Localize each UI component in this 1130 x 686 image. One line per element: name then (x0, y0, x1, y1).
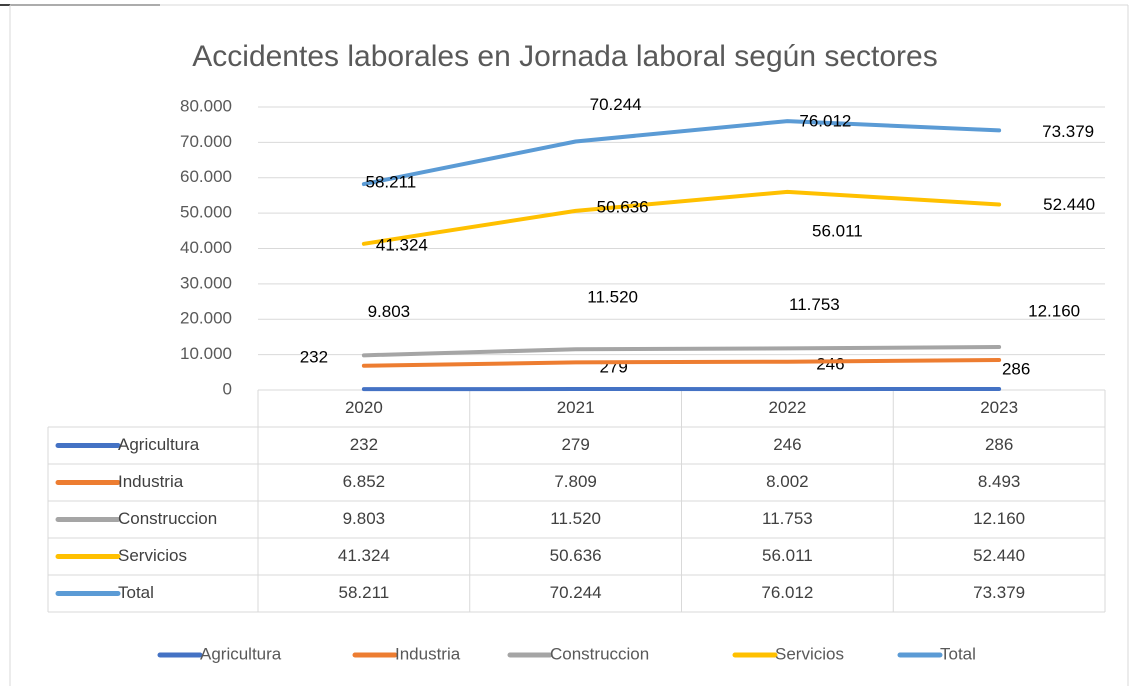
x-tick-label: 2023 (980, 398, 1018, 417)
table-row-label: Construccion (118, 509, 217, 528)
table-cell: 279 (561, 435, 589, 454)
y-tick-label: 70.000 (180, 132, 232, 151)
data-label: 41.324 (376, 235, 428, 254)
table-cell: 232 (350, 435, 378, 454)
table-cell: 73.379 (973, 583, 1025, 602)
table-cell: 286 (985, 435, 1013, 454)
y-tick-label: 40.000 (180, 238, 232, 257)
y-tick-label: 60.000 (180, 167, 232, 186)
data-label: 232 (300, 348, 328, 367)
table-cell: 50.636 (550, 546, 602, 565)
table-cell: 11.753 (762, 509, 813, 528)
data-label: 50.636 (597, 197, 649, 216)
table-cell: 76.012 (761, 583, 813, 602)
table-cell: 9.803 (343, 509, 386, 528)
table-cell: 56.011 (762, 546, 813, 565)
chart-title: Accidentes laborales en Jornada laboral … (192, 40, 937, 73)
table-row-label: Agricultura (118, 435, 200, 454)
table-cell: 52.440 (973, 546, 1025, 565)
data-label: 286 (1002, 359, 1030, 378)
y-tick-label: 0 (223, 379, 232, 398)
legend-label: Industria (395, 644, 461, 663)
table-row-label: Servicios (118, 546, 187, 565)
table-row-label: Industria (118, 472, 184, 491)
y-tick-label: 50.000 (180, 203, 232, 222)
table-cell: 70.244 (550, 583, 602, 602)
x-tick-label: 2022 (768, 398, 806, 417)
y-tick-label: 20.000 (180, 309, 232, 328)
data-label: 70.244 (590, 95, 642, 114)
data-label: 73.379 (1042, 122, 1094, 141)
data-label: 246 (816, 355, 844, 374)
data-label: 76.012 (799, 112, 851, 131)
table-cell: 8.493 (978, 472, 1021, 491)
data-label: 56.011 (812, 221, 863, 240)
y-tick-label: 80.000 (180, 96, 232, 115)
table-cell: 12.160 (973, 509, 1025, 528)
series-line (361, 119, 1002, 187)
x-tick-label: 2021 (557, 398, 595, 417)
legend-label: Agricultura (200, 644, 282, 663)
table-cell: 246 (773, 435, 801, 454)
legend-label: Servicios (775, 644, 844, 663)
data-label: 58.211 (366, 173, 417, 192)
data-label: 9.803 (368, 302, 411, 321)
series-line (361, 357, 1002, 368)
data-label: 12.160 (1028, 301, 1080, 320)
table-cell: 8.002 (766, 472, 809, 491)
table-cell: 11.520 (550, 509, 601, 528)
data-label: 11.520 (587, 288, 638, 307)
data-label: 11.753 (789, 295, 840, 314)
data-label: 52.440 (1043, 195, 1095, 214)
legend-label: Construccion (550, 644, 649, 663)
series-line (361, 344, 1002, 358)
y-tick-label: 30.000 (180, 273, 232, 292)
series-line (361, 189, 1002, 246)
y-tick-label: 10.000 (180, 344, 232, 363)
table-row-label: Total (118, 583, 154, 602)
table-cell: 7.809 (554, 472, 597, 491)
table-cell: 41.324 (338, 546, 390, 565)
legend-label: Total (940, 644, 976, 663)
table-cell: 58.211 (339, 583, 390, 602)
x-tick-label: 2020 (345, 398, 383, 417)
table-cell: 6.852 (343, 472, 386, 491)
